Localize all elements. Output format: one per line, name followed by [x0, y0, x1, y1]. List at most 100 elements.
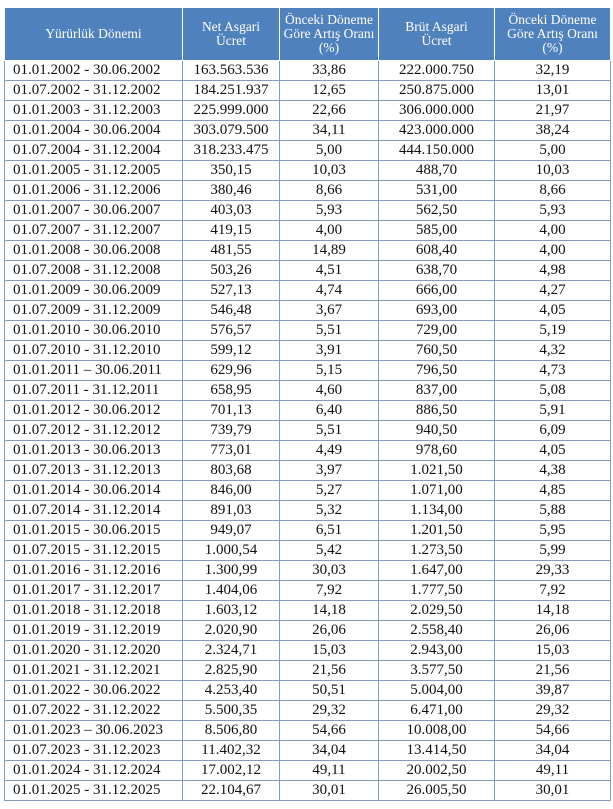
- period-cell: 01.01.2019 - 31.12.2019: [4, 620, 183, 641]
- net-increase-cell: 14,89: [279, 240, 379, 261]
- gross-increase-cell: 5,88: [494, 500, 611, 521]
- period-cell: 01.01.2007 - 30.06.2007: [4, 200, 183, 221]
- net-increase-cell: 3,67: [279, 300, 379, 321]
- gross-wage-cell: 1.134,00: [378, 500, 495, 521]
- gross-wage-cell: 585,00: [378, 220, 495, 241]
- header-line: (%): [318, 40, 340, 55]
- gross-increase-cell: 5,08: [494, 380, 611, 401]
- table-row: 01.07.2013 - 31.12.2013 803,68 3,97 1.021,5…: [4, 460, 611, 481]
- net-wage-cell: 350,15: [182, 160, 280, 181]
- gross-increase-cell: 38,24: [494, 120, 611, 141]
- net-wage-cell: 891,03: [182, 500, 280, 521]
- net-increase-cell: 3,91: [279, 340, 379, 361]
- period-cell: 01.01.2008 - 30.06.2008: [4, 240, 183, 261]
- table-row: 01.07.2011 - 31.12.2011 658,95 4,60 837,00 5…: [4, 380, 611, 401]
- gross-increase-cell: 10,03: [494, 160, 611, 181]
- gross-wage-cell: 1.647,00: [378, 560, 495, 581]
- period-cell: 01.01.2017 - 31.12.2017: [4, 580, 183, 601]
- net-wage-cell: 163.563.536: [182, 60, 280, 81]
- gross-wage-cell: 796,50: [378, 360, 495, 381]
- gross-wage-cell: 837,00: [378, 380, 495, 401]
- net-wage-cell: 380,46: [182, 180, 280, 201]
- net-wage-cell: 599,12: [182, 340, 280, 361]
- net-wage-cell: 576,57: [182, 320, 280, 341]
- gross-increase-cell: 29,33: [494, 560, 611, 581]
- period-cell: 01.01.2003 - 31.12.2003: [4, 100, 183, 121]
- period-cell: 01.01.2010 - 30.06.2010: [4, 320, 183, 341]
- table-row: 01.01.2003 - 31.12.2003 225.999.000 22,66 3…: [4, 100, 611, 121]
- header-net-increase: Önceki Döneme Göre Artış Oranı (%): [279, 7, 379, 61]
- net-increase-cell: 5,93: [279, 200, 379, 221]
- period-cell: 01.01.2022 - 30.06.2022: [4, 680, 183, 701]
- table-row: 01.07.2022 - 31.12.2022 5.500,35 29,32 6.47…: [4, 700, 611, 721]
- gross-increase-cell: 4,00: [494, 220, 611, 241]
- net-wage-cell: 503,26: [182, 260, 280, 281]
- gross-increase-cell: 5,99: [494, 540, 611, 561]
- net-increase-cell: 54,66: [279, 720, 379, 741]
- gross-wage-cell: 531,00: [378, 180, 495, 201]
- table-row: 01.01.2018 - 31.12.2018 1.603,12 14,18 2.02…: [4, 600, 611, 621]
- net-wage-cell: 11.402,32: [182, 740, 280, 761]
- header-line: Ücret: [216, 33, 246, 48]
- net-increase-cell: 3,97: [279, 460, 379, 481]
- table-row: 01.07.2023 - 31.12.2023 11.402,32 34,04 13.…: [4, 740, 611, 761]
- table-row: 01.07.2012 - 31.12.2012 739,79 5,51 940,50 6…: [4, 420, 611, 441]
- table-row: 01.01.2023 – 30.06.2023 8.506,80 54,66 10.0…: [4, 720, 611, 741]
- net-increase-cell: 5,51: [279, 320, 379, 341]
- gross-increase-cell: 5,00: [494, 140, 611, 161]
- table-row: 01.01.2013 - 30.06.2013 773,01 4,49 978,60 4…: [4, 440, 611, 461]
- net-wage-cell: 629,96: [182, 360, 280, 381]
- gross-wage-cell: 562,50: [378, 200, 495, 221]
- period-cell: 01.01.2002 - 30.06.2002: [4, 60, 183, 81]
- gross-wage-cell: 26.005,50: [378, 780, 495, 801]
- table-row: 01.01.2020 - 31.12.2020 2.324,71 15,03 2.94…: [4, 640, 611, 661]
- gross-increase-cell: 21,56: [494, 660, 611, 681]
- table-row: 01.01.2007 - 30.06.2007 403,03 5,93 562,50 5…: [4, 200, 611, 221]
- period-cell: 01.01.2006 - 31.12.2006: [4, 180, 183, 201]
- gross-wage-cell: 608,40: [378, 240, 495, 261]
- net-increase-cell: 34,04: [279, 740, 379, 761]
- net-increase-cell: 5,32: [279, 500, 379, 521]
- gross-increase-cell: 4,85: [494, 480, 611, 501]
- net-wage-cell: 846,00: [182, 480, 280, 501]
- header-line: Yürürlük Dönemi: [45, 26, 142, 41]
- table-row: 01.01.2006 - 31.12.2006 380,46 8,66 531,00 8…: [4, 180, 611, 201]
- period-cell: 01.07.2009 - 31.12.2009: [4, 300, 183, 321]
- gross-increase-cell: 4,73: [494, 360, 611, 381]
- net-increase-cell: 30,01: [279, 780, 379, 801]
- gross-increase-cell: 4,05: [494, 440, 611, 461]
- gross-increase-cell: 4,27: [494, 280, 611, 301]
- gross-wage-cell: 1.201,50: [378, 520, 495, 541]
- net-wage-cell: 5.500,35: [182, 700, 280, 721]
- header-line: Net Asgari: [201, 19, 261, 34]
- period-cell: 01.01.2011 – 30.06.2011: [4, 360, 183, 381]
- period-cell: 01.07.2013 - 31.12.2013: [4, 460, 183, 481]
- net-wage-cell: 773,01: [182, 440, 280, 461]
- header-line: Önceki Döneme: [508, 12, 597, 27]
- net-increase-cell: 5,27: [279, 480, 379, 501]
- net-wage-cell: 481,55: [182, 240, 280, 261]
- net-increase-cell: 8,66: [279, 180, 379, 201]
- net-increase-cell: 33,86: [279, 60, 379, 81]
- gross-wage-cell: 20.002,50: [378, 760, 495, 781]
- header-period: Yürürlük Dönemi: [4, 7, 183, 61]
- net-increase-cell: 5,00: [279, 140, 379, 161]
- net-wage-cell: 2.825,90: [182, 660, 280, 681]
- gross-increase-cell: 54,66: [494, 720, 611, 741]
- header-net-wage: Net Asgari Ücret: [182, 7, 280, 61]
- gross-increase-cell: 39,87: [494, 680, 611, 701]
- gross-wage-cell: 423.000.000: [378, 120, 495, 141]
- net-wage-cell: 22.104,67: [182, 780, 280, 801]
- header-row: Yürürlük Dönemi Net Asgari Ücret Önceki Dön…: [4, 7, 611, 61]
- net-wage-cell: 546,48: [182, 300, 280, 321]
- net-wage-cell: 658,95: [182, 380, 280, 401]
- header-line: (%): [542, 40, 563, 55]
- period-cell: 01.01.2014 - 30.06.2014: [4, 480, 183, 501]
- net-increase-cell: 4,51: [279, 260, 379, 281]
- gross-wage-cell: 729,00: [378, 320, 495, 341]
- table-row: 01.01.2014 - 30.06.2014 846,00 5,27 1.071,0…: [4, 480, 611, 501]
- net-wage-cell: 701,13: [182, 400, 280, 421]
- net-wage-cell: 1.603,12: [182, 600, 280, 621]
- period-cell: 01.07.2022 - 31.12.2022: [4, 700, 183, 721]
- gross-increase-cell: 49,11: [494, 760, 611, 781]
